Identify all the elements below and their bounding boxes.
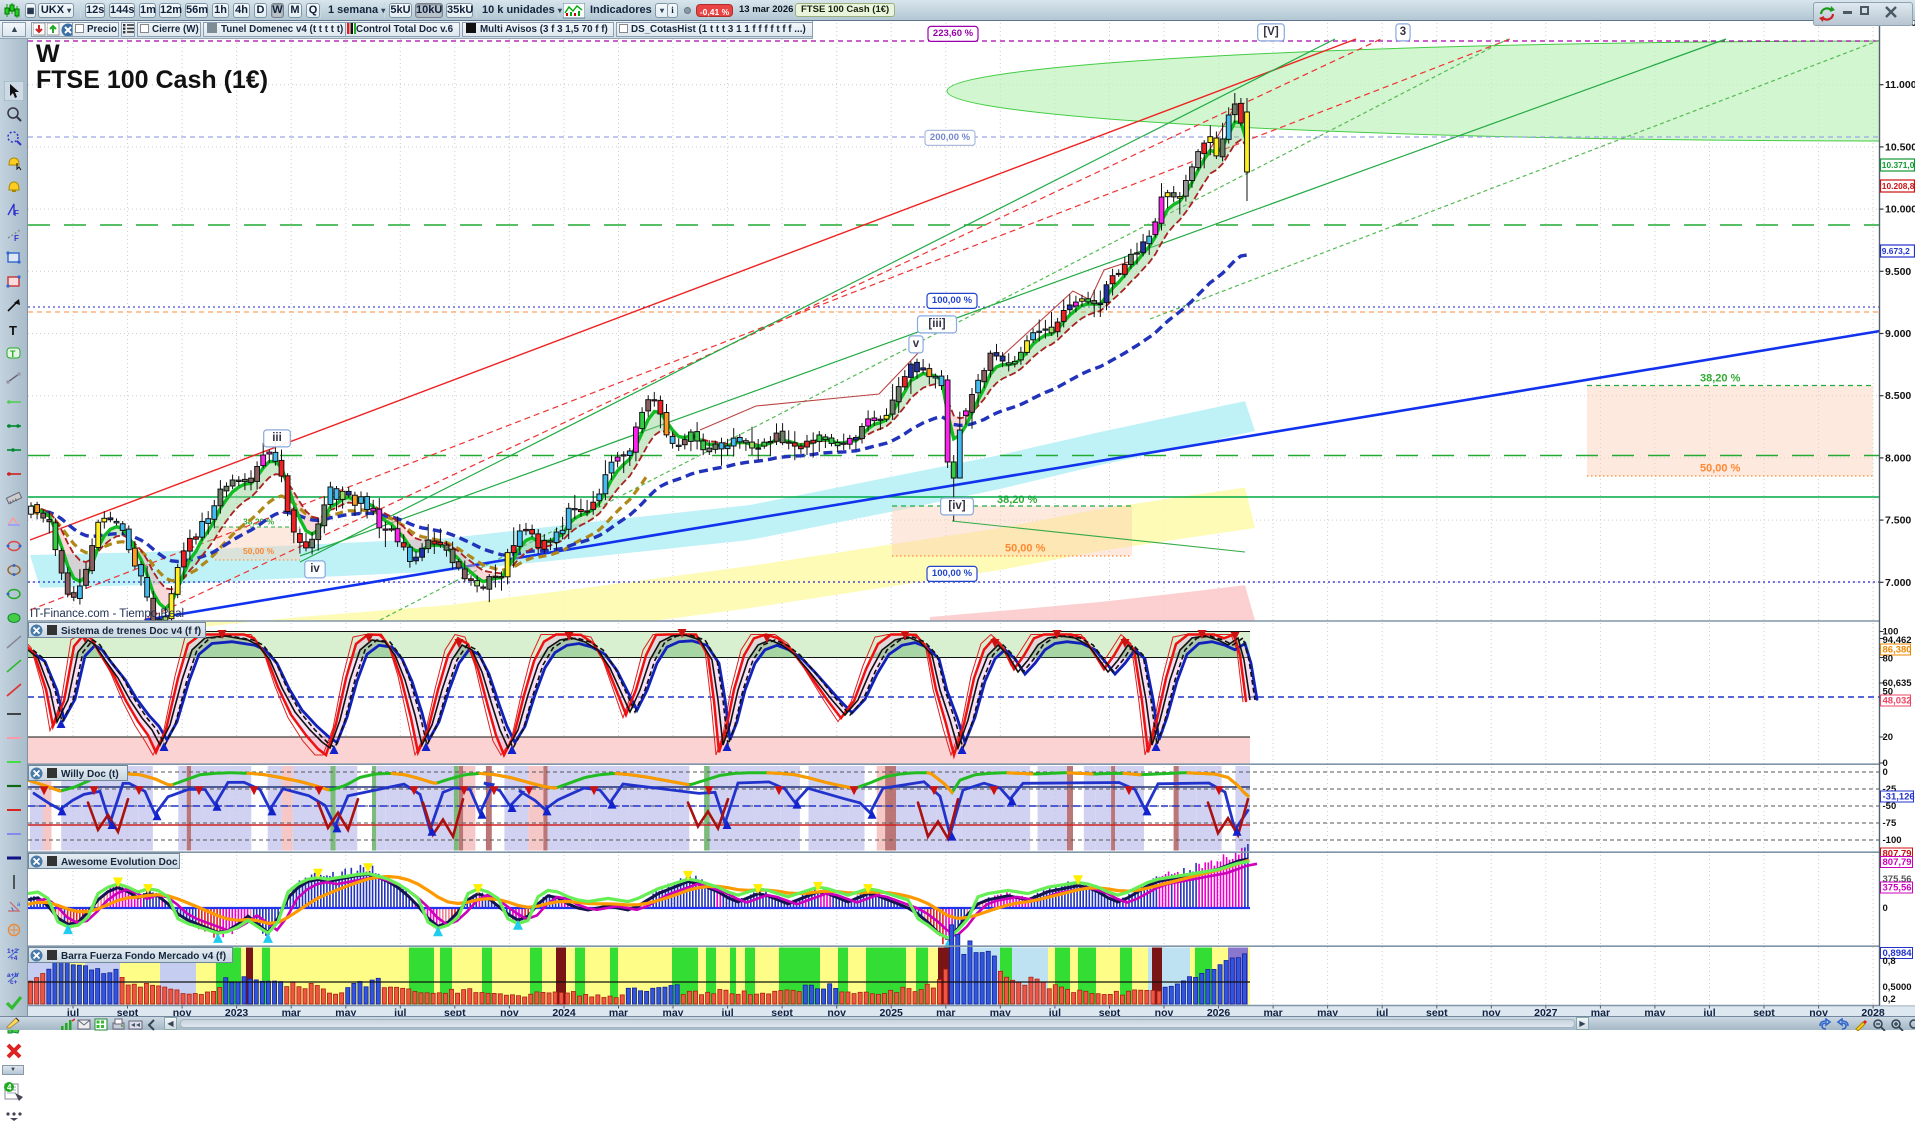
svg-text:a: a (17, 902, 21, 908)
svg-text:200,00 %: 200,00 % (930, 132, 971, 143)
svg-text:T: T (9, 323, 17, 338)
svg-text:9.000: 9.000 (1885, 328, 1911, 340)
svg-text:9.500: 9.500 (1885, 266, 1911, 278)
svg-text:11.000: 11.000 (1885, 79, 1915, 91)
svg-text:38,20 %: 38,20 % (997, 494, 1038, 506)
svg-text:[V]: [V] (1263, 26, 1279, 38)
svg-text:50,00 %: 50,00 % (1700, 463, 1741, 475)
svg-text:8.500: 8.500 (1885, 390, 1911, 402)
svg-text:100,00 %: 100,00 % (932, 295, 973, 306)
svg-text:F: F (14, 209, 19, 218)
svg-text:223,60 %: 223,60 % (933, 28, 974, 39)
svg-text:10.000: 10.000 (1885, 204, 1915, 216)
svg-text:3: 3 (1400, 26, 1406, 38)
svg-text:-75: -75 (1883, 818, 1897, 829)
svg-text:38,20 %: 38,20 % (1700, 373, 1741, 385)
svg-text:48,032: 48,032 (1883, 696, 1912, 707)
svg-text:100,00 %: 100,00 % (932, 568, 973, 579)
svg-text:20: 20 (1883, 732, 1894, 743)
svg-text:0: 0 (1883, 767, 1888, 778)
svg-text:[iv]: [iv] (948, 500, 965, 512)
svg-text:-50: -50 (1883, 801, 1897, 812)
svg-text:10.208,8: 10.208,8 (1882, 181, 1915, 191)
svg-text:W: W (36, 40, 60, 68)
svg-text:50,00 %: 50,00 % (1005, 543, 1046, 555)
svg-text:9.673,2: 9.673,2 (1882, 246, 1910, 256)
svg-text:807,79: 807,79 (1883, 857, 1912, 868)
svg-text:0,8: 0,8 (1883, 956, 1896, 967)
svg-text:8.000: 8.000 (1885, 452, 1911, 464)
svg-text:10.500: 10.500 (1885, 141, 1915, 153)
svg-text:0: 0 (1883, 903, 1888, 914)
svg-text:50,00 %: 50,00 % (243, 546, 275, 556)
svg-text:0,5000: 0,5000 (1883, 982, 1912, 993)
svg-text:375,56: 375,56 (1883, 883, 1912, 894)
svg-text:7.500: 7.500 (1885, 515, 1911, 527)
svg-text:80: 80 (1883, 654, 1894, 665)
svg-text:T: T (10, 349, 16, 359)
svg-text:iii: iii (272, 432, 282, 444)
svg-text:0,2: 0,2 (1883, 994, 1896, 1005)
svg-text:FTSE 100 Cash (1€): FTSE 100 Cash (1€) (36, 66, 268, 94)
svg-text:[iii]: [iii] (928, 318, 945, 330)
svg-text:IT-Finance.com - Tiempo Real: IT-Finance.com - Tiempo Real (30, 608, 184, 620)
svg-text:iv: iv (310, 563, 320, 575)
svg-text:v: v (913, 338, 920, 350)
svg-text:-100: -100 (1883, 835, 1902, 846)
svg-text:F: F (14, 234, 19, 243)
svg-text:4: 4 (7, 1083, 12, 1092)
svg-text:7.000: 7.000 (1885, 577, 1911, 589)
svg-text:10.371,0: 10.371,0 (1882, 160, 1915, 170)
